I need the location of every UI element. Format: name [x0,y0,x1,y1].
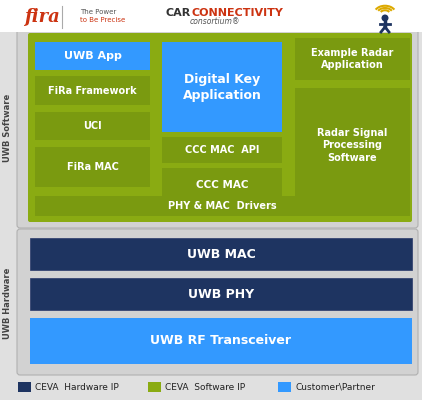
Text: CONNECTIVITY: CONNECTIVITY [191,8,283,18]
Text: UWB MAC: UWB MAC [187,248,255,260]
FancyBboxPatch shape [28,33,412,222]
Text: consortium®: consortium® [190,18,241,26]
Text: fira: fira [24,8,60,26]
Bar [35,147,150,187]
Text: UWB RF Transceiver: UWB RF Transceiver [151,334,292,348]
Text: CEVA  Software IP: CEVA Software IP [165,382,245,392]
Text: The Power: The Power [80,9,116,15]
Bar [30,318,412,364]
FancyBboxPatch shape [17,229,418,375]
Text: PHY & MAC  Drivers: PHY & MAC Drivers [168,201,277,211]
Bar [295,38,410,80]
Bar [18,382,31,392]
Bar [162,42,282,132]
Bar [35,196,410,216]
FancyBboxPatch shape [17,27,418,228]
Text: Digital Key
Application: Digital Key Application [183,72,262,102]
Bar [278,382,291,392]
Text: Example Radar
Application: Example Radar Application [311,48,394,70]
Circle shape [381,14,389,22]
Text: Radar Signal
Processing
Software: Radar Signal Processing Software [317,128,388,163]
Bar [295,88,410,203]
Text: UWB PHY: UWB PHY [188,288,254,300]
Bar [162,168,282,203]
Bar [35,112,150,140]
Text: FiRa MAC: FiRa MAC [67,162,119,172]
Bar [35,42,150,70]
Text: Customer\Partner: Customer\Partner [295,382,375,392]
Text: CAR: CAR [165,8,190,18]
Text: UWB Hardware: UWB Hardware [3,267,13,339]
Text: UWB Software: UWB Software [3,94,13,162]
Bar [148,382,161,392]
Bar [0,0,422,32]
Text: FiRa Framework: FiRa Framework [48,86,137,96]
Text: CCC MAC: CCC MAC [196,180,248,190]
Text: CEVA  Hardware IP: CEVA Hardware IP [35,382,119,392]
Text: UCI: UCI [83,121,102,131]
Bar [35,76,150,105]
Bar [30,238,412,270]
Bar [30,278,412,310]
Text: CCC MAC  API: CCC MAC API [185,145,259,155]
Text: to Be Precise: to Be Precise [80,17,125,23]
Text: UWB App: UWB App [64,51,122,61]
Bar [162,137,282,163]
